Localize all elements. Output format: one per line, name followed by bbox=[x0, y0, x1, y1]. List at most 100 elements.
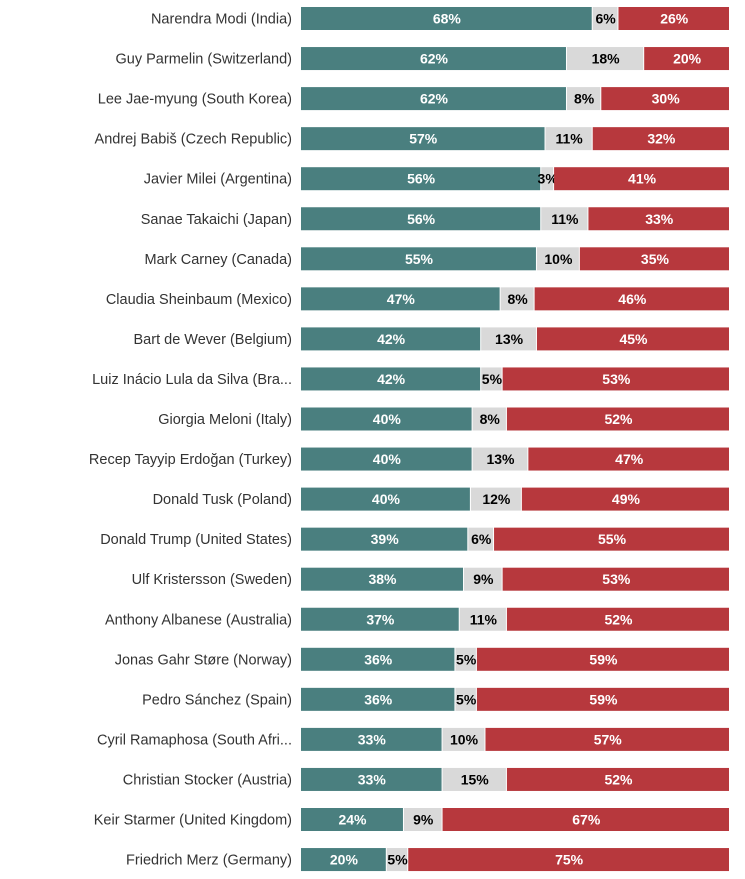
bar-segment-disapprove bbox=[579, 247, 729, 271]
bar-segment-approve bbox=[301, 727, 442, 751]
bar-segment-approve bbox=[301, 647, 455, 671]
bar-segment-disapprove bbox=[618, 7, 729, 30]
bar-row: Narendra Modi (India) 68% 6% 26% bbox=[151, 7, 729, 30]
data-label-neutral: 3% bbox=[538, 171, 559, 187]
bar-segment-disapprove bbox=[408, 848, 729, 872]
bar-segment-approve bbox=[301, 247, 536, 271]
data-label-disapprove: 20% bbox=[673, 51, 702, 67]
bar-segment-disapprove bbox=[534, 287, 729, 311]
data-label-neutral: 15% bbox=[461, 771, 490, 787]
data-label-neutral: 10% bbox=[544, 251, 573, 267]
data-label-disapprove: 45% bbox=[619, 331, 648, 347]
bar-segment-approve bbox=[301, 7, 592, 30]
category-label: Jonas Gahr Støre (Norway) bbox=[115, 652, 292, 668]
data-label-approve: 40% bbox=[373, 411, 402, 427]
bar-segment-disapprove bbox=[592, 127, 729, 151]
data-label-approve: 37% bbox=[366, 611, 395, 627]
data-label-approve: 38% bbox=[368, 571, 397, 587]
data-label-neutral: 5% bbox=[482, 371, 503, 387]
bar-segment-disapprove bbox=[442, 808, 729, 831]
data-label-disapprove: 59% bbox=[589, 651, 618, 667]
bar-row: Cyril Ramaphosa (South Afri... 33% 10% 57% bbox=[97, 727, 729, 751]
bar-segment-neutral bbox=[455, 647, 476, 671]
data-label-approve: 33% bbox=[358, 771, 387, 787]
data-label-neutral: 8% bbox=[480, 411, 501, 427]
bar-segment-approve bbox=[301, 527, 468, 551]
bar-row: Mark Carney (Canada) 55% 10% 35% bbox=[145, 247, 729, 271]
bar-segment-disapprove bbox=[506, 767, 729, 791]
bar-segment-neutral bbox=[536, 247, 579, 271]
bar-segment-disapprove bbox=[502, 367, 729, 391]
bar-segment-approve bbox=[301, 767, 442, 791]
bar-segment-approve bbox=[301, 367, 481, 391]
bar-row: Christian Stocker (Austria) 33% 15% 52% bbox=[123, 767, 729, 791]
bar-row: Bart de Wever (Belgium) 42% 13% 45% bbox=[134, 327, 729, 351]
bar-segment-neutral bbox=[459, 607, 506, 631]
category-label: Andrej Babiš (Czech Republic) bbox=[95, 132, 292, 148]
category-label: Lee Jae-myung (South Korea) bbox=[98, 92, 292, 108]
bar-segment-neutral bbox=[468, 527, 494, 551]
data-label-disapprove: 47% bbox=[615, 451, 644, 467]
bar-row: Anthony Albanese (Australia) 37% 11% 52% bbox=[105, 607, 729, 631]
data-label-approve: 57% bbox=[409, 131, 438, 147]
bar-segment-approve bbox=[301, 47, 566, 71]
data-label-disapprove: 55% bbox=[598, 531, 627, 547]
bar-row: Luiz Inácio Lula da Silva (Bra... 42% 5% 53… bbox=[92, 367, 729, 391]
bar-segment-neutral bbox=[472, 447, 528, 471]
data-label-disapprove: 57% bbox=[594, 731, 623, 747]
bar-segment-neutral bbox=[592, 7, 618, 30]
category-label: Ulf Kristersson (Sweden) bbox=[132, 572, 292, 588]
category-label: Friedrich Merz (Germany) bbox=[126, 853, 292, 869]
bar-segment-approve bbox=[301, 327, 481, 351]
bar-segment-neutral bbox=[442, 727, 485, 751]
bar-segment-disapprove bbox=[506, 407, 729, 431]
bar-segment-neutral bbox=[481, 367, 502, 391]
bar-segment-approve bbox=[301, 607, 459, 631]
bar-segment-disapprove bbox=[588, 207, 729, 231]
category-label: Recep Tayyip Erdoğan (Turkey) bbox=[89, 452, 292, 468]
category-label: Sanae Takaichi (Japan) bbox=[141, 212, 292, 228]
bar-row: Guy Parmelin (Switzerland) 62% 18% 20% bbox=[116, 47, 729, 71]
data-label-neutral: 10% bbox=[450, 731, 479, 747]
bar-row: Lee Jae-myung (South Korea) 62% 8% 30% bbox=[98, 87, 729, 111]
data-label-disapprove: 53% bbox=[602, 371, 631, 387]
category-label: Cyril Ramaphosa (South Afri... bbox=[97, 732, 292, 748]
data-label-approve: 33% bbox=[358, 731, 387, 747]
category-label: Luiz Inácio Lula da Silva (Bra... bbox=[92, 372, 292, 388]
data-label-neutral: 12% bbox=[482, 491, 511, 507]
bar-segment-neutral bbox=[541, 207, 588, 231]
bar-segment-approve bbox=[301, 207, 541, 231]
bar-row: Keir Starmer (United Kingdom) 24% 9% 67% bbox=[94, 808, 729, 831]
category-label: Claudia Sheinbaum (Mexico) bbox=[106, 292, 292, 308]
data-label-approve: 62% bbox=[420, 91, 449, 107]
data-label-neutral: 18% bbox=[592, 51, 621, 67]
category-label: Javier Milei (Argentina) bbox=[144, 172, 292, 188]
category-label: Giorgia Meloni (Italy) bbox=[158, 412, 292, 428]
data-label-approve: 55% bbox=[405, 251, 434, 267]
data-label-neutral: 5% bbox=[456, 651, 477, 667]
bar-segment-disapprove bbox=[476, 687, 729, 711]
data-label-approve: 20% bbox=[330, 852, 359, 868]
bar-row: Pedro Sánchez (Spain) 36% 5% 59% bbox=[142, 687, 729, 711]
data-label-disapprove: 26% bbox=[660, 11, 689, 27]
data-label-disapprove: 75% bbox=[555, 852, 584, 868]
bar-segment-approve bbox=[301, 127, 545, 151]
bar-segment-disapprove bbox=[521, 487, 729, 511]
data-label-approve: 56% bbox=[407, 211, 436, 227]
bar-segment-approve bbox=[301, 407, 472, 431]
data-label-neutral: 8% bbox=[574, 91, 595, 107]
bar-segment-approve bbox=[301, 167, 541, 191]
bar-segment-approve bbox=[301, 287, 500, 311]
data-label-approve: 42% bbox=[377, 371, 406, 387]
data-label-neutral: 11% bbox=[556, 131, 584, 147]
bar-row: Donald Trump (United States) 39% 6% 55% bbox=[100, 527, 729, 551]
data-label-approve: 42% bbox=[377, 331, 406, 347]
category-label: Mark Carney (Canada) bbox=[145, 252, 292, 268]
data-label-disapprove: 53% bbox=[602, 571, 631, 587]
bar-segment-approve bbox=[301, 87, 566, 111]
bar-row: Friedrich Merz (Germany) 20% 5% 75% bbox=[126, 848, 729, 872]
bar-segment-disapprove bbox=[502, 567, 729, 591]
data-label-disapprove: 52% bbox=[604, 411, 633, 427]
data-label-disapprove: 52% bbox=[604, 771, 633, 787]
